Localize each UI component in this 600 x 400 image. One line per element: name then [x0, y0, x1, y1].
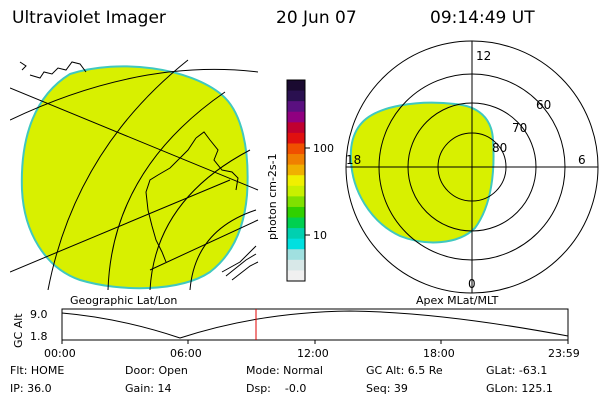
status-door: Door: Open [125, 364, 188, 377]
altitude-ytick-low: 1.8 [30, 330, 48, 343]
geo-caption: Geographic Lat/Lon [70, 294, 177, 307]
xtick-2359: 23:59 [548, 347, 580, 360]
colorbar-segment [287, 259, 305, 272]
geo-meridian-lines [10, 87, 259, 273]
geographic-map [10, 59, 259, 290]
mlt-label-18: 18 [346, 153, 361, 167]
polar-caption: Apex MLat/MLT [416, 294, 499, 307]
xtick-1200: 12:00 [297, 347, 329, 360]
xtick-0600: 06:00 [170, 347, 202, 360]
colorbar-segment [287, 154, 305, 166]
geo-emission-disk [20, 65, 249, 290]
mlt-label-12: 12 [476, 49, 491, 63]
polar-map [349, 101, 495, 244]
geo-latitude-lines [10, 59, 259, 290]
status-glat: GLat: -63.1 [486, 364, 548, 377]
mlat-label-70: 70 [512, 121, 527, 135]
geo-coastline [19, 61, 259, 281]
status-gc-alt: GC Alt: 6.5 Re [366, 364, 443, 377]
status-seq: Seq: 39 [366, 382, 408, 395]
status-mode: Mode: Normal [246, 364, 323, 377]
xtick-0000: 00:00 [44, 347, 76, 360]
colorbar-segment [287, 111, 305, 123]
observation-time: 09:14:49 UT [430, 8, 535, 28]
status-flt: Flt: HOME [10, 364, 65, 377]
colorbar-unit-label: photon cm-2s-1 [266, 153, 279, 240]
mlt-label-0: 0 [468, 277, 476, 291]
colorbar-segment [287, 206, 305, 219]
instrument-title: Ultraviolet Imager [12, 8, 166, 28]
observation-date: 20 Jun 07 [276, 8, 357, 28]
polar-emission-disk [349, 101, 495, 244]
status-dsp: Dsp: -0.0 [246, 382, 307, 395]
colorbar-segment [287, 175, 305, 187]
colorbar-segment [287, 249, 305, 261]
colorbar [287, 80, 305, 282]
status-gain: Gain: 14 [125, 382, 172, 395]
altitude-ytick-high: 9.0 [30, 308, 48, 321]
altitude-xticks [61, 340, 569, 344]
colorbar-segment [287, 101, 305, 113]
mlat-label-60: 60 [536, 98, 551, 112]
altitude-ylabel: GC Alt [12, 313, 25, 348]
status-ip: IP: 36.0 [10, 382, 52, 395]
colorbar-label-100: 100 [313, 142, 334, 155]
colorbar-segment [287, 228, 305, 240]
colorbar-frame [286, 79, 306, 282]
polar-grid [345, 40, 599, 294]
colorbar-segment [287, 185, 305, 197]
colorbar-segment [287, 90, 305, 102]
mlt-label-6: 6 [578, 153, 586, 167]
status-glon: GLon: 125.1 [486, 382, 553, 395]
colorbar-label-10: 10 [313, 229, 327, 242]
colorbar-segment [287, 217, 305, 229]
colorbar-segment [287, 143, 305, 155]
mlat-label-80: 80 [492, 141, 507, 155]
colorbar-segment [287, 132, 305, 145]
altitude-curve [61, 310, 569, 339]
colorbar-segment [287, 238, 305, 250]
colorbar-segment [287, 122, 305, 134]
colorbar-segment [287, 164, 305, 176]
colorbar-segment [287, 80, 305, 92]
altitude-plot-frame [61, 308, 569, 341]
colorbar-segment [287, 196, 305, 208]
colorbar-segment [287, 270, 305, 282]
xtick-1800: 18:00 [423, 347, 455, 360]
